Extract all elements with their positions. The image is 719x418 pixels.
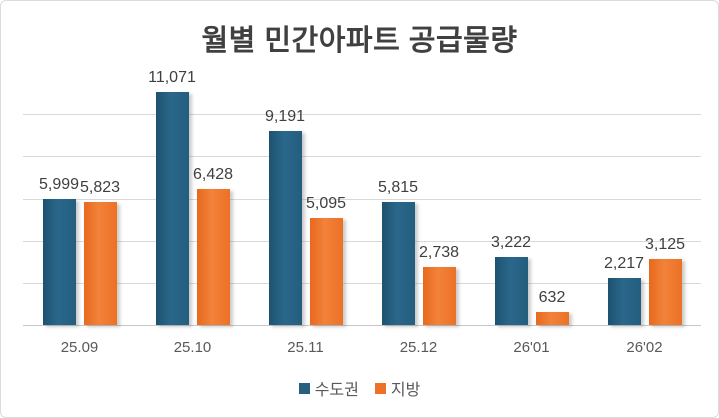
gridline-2000	[23, 282, 701, 284]
data-label-수도권-26'01: 3,222	[490, 234, 532, 251]
bar-지방-25.12	[422, 267, 456, 325]
data-label-지방-25.12: 2,738	[418, 244, 460, 261]
legend: 수도권 지방	[1, 376, 718, 400]
data-label-수도권-25.11: 9,191	[264, 108, 306, 125]
legend-swatch-icon	[298, 382, 310, 394]
chart-title: 월별 민간아파트 공급물량	[201, 25, 518, 57]
data-label-수도권-25.10: 11,071	[148, 69, 196, 86]
x-axis-label-25.10: 25.10	[173, 339, 212, 356]
legend-item-수도권: 수도권	[298, 376, 359, 400]
data-label-수도권-25.09: 5,999	[38, 176, 80, 193]
data-label-지방-25.11: 5,095	[305, 195, 347, 212]
bar-수도권-25.12	[381, 202, 415, 325]
gridline-4000	[23, 240, 701, 242]
bar-수도권-25.10	[155, 92, 189, 325]
bar-지방-25.10	[196, 189, 230, 325]
data-label-지방-25.09: 5,823	[79, 179, 121, 196]
x-axis-line	[23, 325, 701, 326]
data-label-지방-26'01: 632	[538, 289, 566, 306]
legend-swatch-icon	[374, 382, 386, 394]
bar-수도권-25.11	[268, 131, 302, 325]
gridline-6000	[23, 198, 701, 200]
bar-지방-25.09	[83, 202, 117, 325]
data-label-지방-26'02: 3,125	[644, 236, 686, 253]
bar-지방-25.11	[309, 218, 343, 325]
plot-area: 5,999 5,823 11,071 6,428 9,191 5,095 5,815 2,73…	[23, 69, 701, 326]
data-label-수도권-26'02: 2,217	[603, 255, 645, 272]
bar-지방-26'02	[648, 259, 682, 325]
legend-item-지방: 지방	[374, 376, 421, 400]
bar-수도권-26'01	[494, 257, 528, 325]
x-axis-label-26'01: 26'01	[513, 339, 550, 356]
gridline-8000	[23, 156, 701, 158]
legend-label: 수도권	[314, 382, 359, 399]
x-axis-label-26'02: 26'02	[626, 339, 663, 356]
data-label-수도권-25.12: 5,815	[377, 179, 419, 196]
bar-수도권-26'02	[607, 278, 641, 325]
data-label-지방-25.10: 6,428	[192, 166, 234, 183]
gridline-10000	[23, 114, 701, 116]
x-axis-label-25.11: 25.11	[287, 339, 324, 356]
x-axis-label-25.09: 25.09	[60, 339, 99, 356]
x-axis-label-25.12: 25.12	[399, 339, 438, 356]
legend-label: 지방	[390, 382, 421, 399]
bar-수도권-25.09	[42, 199, 76, 325]
bar-지방-26'01	[535, 312, 569, 325]
